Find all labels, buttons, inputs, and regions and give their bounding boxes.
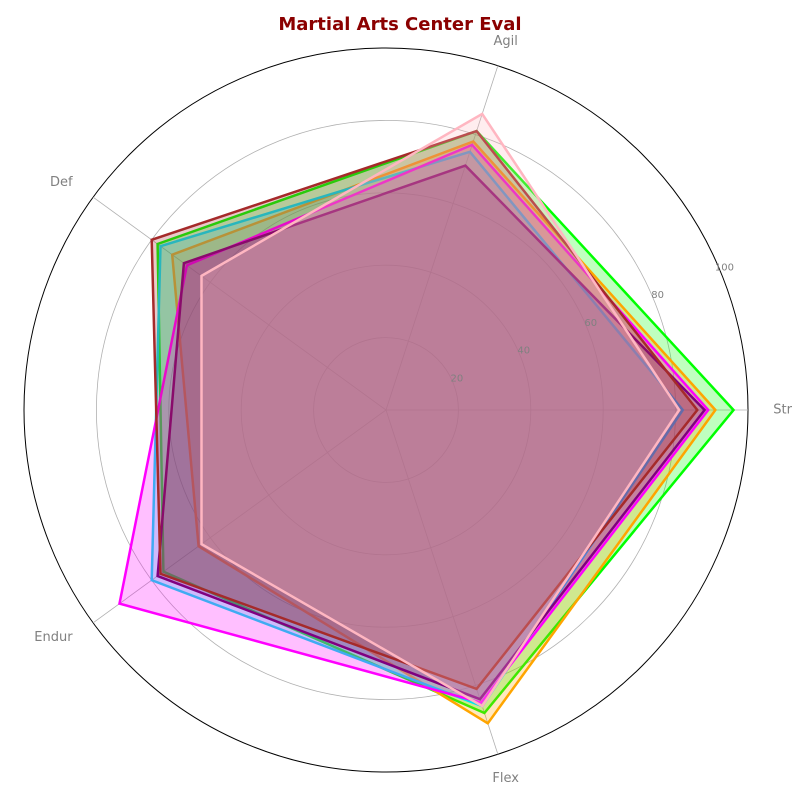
- chart-title: Martial Arts Center Eval: [278, 14, 522, 35]
- r-tick-label: 60: [584, 318, 597, 329]
- series-layer: [118, 112, 736, 725]
- axis-spoke: [385, 65, 499, 411]
- axis-label-str: Str: [773, 403, 792, 418]
- series-polygon-7: [200, 112, 681, 708]
- axis-label-agil: Agil: [494, 34, 518, 49]
- axis-label-flex: Flex: [492, 771, 519, 786]
- r-tick-label: 20: [451, 373, 464, 384]
- axis-label-endur: Endur: [34, 630, 73, 645]
- series-polygon-4: [118, 143, 710, 705]
- axis-spoke: [92, 196, 387, 411]
- series-polygon-6: [150, 129, 699, 691]
- r-tick-label: 80: [651, 290, 664, 301]
- labels: Str Agil Def Endur Flex 20 40 60 80 100: [34, 34, 792, 786]
- series-polygon-2: [170, 140, 718, 725]
- axis-label-def: Def: [50, 175, 73, 190]
- axis-spoke: [385, 409, 499, 755]
- r-tick-label: 40: [517, 346, 530, 357]
- r-tick-label: 100: [715, 263, 734, 274]
- axis-spoke: [92, 409, 387, 624]
